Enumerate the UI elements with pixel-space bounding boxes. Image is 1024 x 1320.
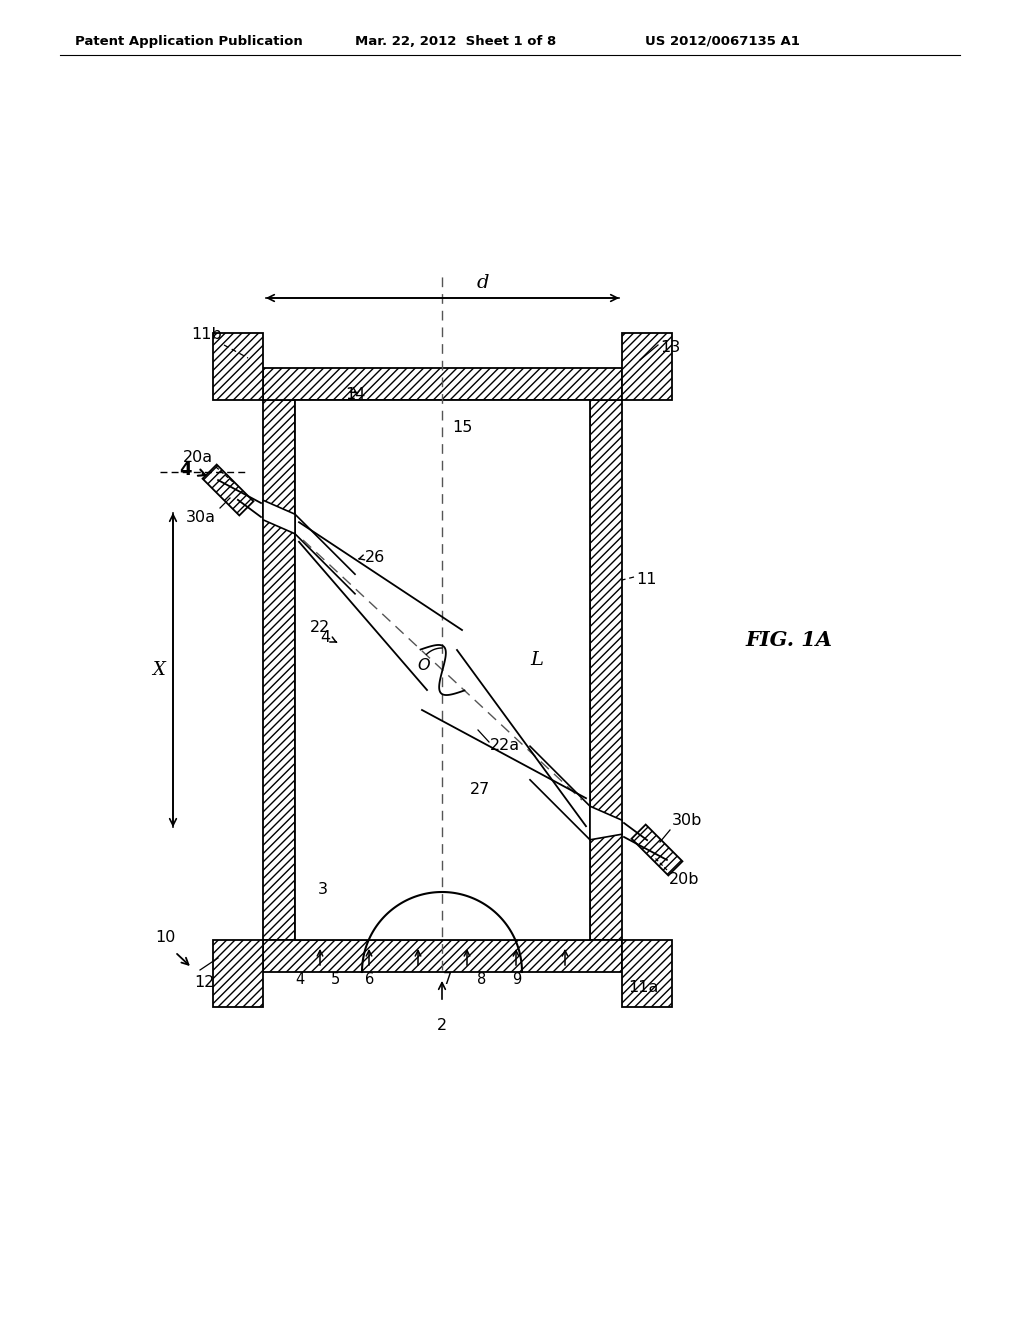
- Text: 26: 26: [365, 550, 385, 565]
- Bar: [263, 368, 622, 400]
- Text: 8: 8: [477, 972, 486, 987]
- Text: 30b: 30b: [672, 813, 702, 828]
- Polygon shape: [590, 807, 622, 840]
- Text: 11: 11: [636, 573, 656, 587]
- Bar: [622, 333, 672, 400]
- Text: 4: 4: [295, 972, 304, 987]
- Text: US 2012/0067135 A1: US 2012/0067135 A1: [645, 36, 800, 48]
- Text: O: O: [418, 657, 430, 672]
- Text: 4: 4: [319, 631, 330, 645]
- Bar: [295, 400, 590, 940]
- Text: 3: 3: [318, 883, 328, 898]
- Text: d: d: [476, 275, 488, 292]
- Text: 2: 2: [437, 1018, 447, 1034]
- Bar: [590, 400, 622, 940]
- Text: 7: 7: [442, 972, 452, 987]
- Text: 11a: 11a: [628, 979, 658, 995]
- Text: 27: 27: [470, 783, 490, 797]
- Text: 10: 10: [155, 931, 175, 945]
- Text: 5: 5: [331, 972, 340, 987]
- Bar: [263, 400, 295, 940]
- Bar: [622, 940, 672, 1007]
- Text: 13: 13: [660, 341, 680, 355]
- Text: 20b: 20b: [669, 873, 699, 887]
- Text: Mar. 22, 2012  Sheet 1 of 8: Mar. 22, 2012 Sheet 1 of 8: [355, 36, 556, 48]
- Text: 9: 9: [512, 972, 521, 987]
- Text: 20a: 20a: [183, 450, 213, 465]
- Text: L: L: [530, 651, 543, 669]
- Text: FIG. 1A: FIG. 1A: [745, 630, 831, 649]
- Text: 4: 4: [179, 461, 193, 479]
- Text: 12: 12: [194, 975, 214, 990]
- Text: X: X: [153, 661, 165, 678]
- Text: 15: 15: [452, 420, 472, 436]
- Text: 6: 6: [366, 972, 375, 987]
- Text: 30a: 30a: [186, 510, 216, 525]
- Text: 14: 14: [345, 387, 366, 403]
- Bar: [263, 940, 622, 972]
- Bar: [213, 940, 263, 1007]
- Text: 22a: 22a: [490, 738, 520, 752]
- Polygon shape: [632, 825, 682, 875]
- Text: 11b: 11b: [191, 327, 222, 342]
- Polygon shape: [203, 465, 254, 515]
- Text: 22: 22: [310, 620, 331, 635]
- Text: Patent Application Publication: Patent Application Publication: [75, 36, 303, 48]
- Bar: [213, 333, 263, 400]
- Polygon shape: [263, 500, 295, 533]
